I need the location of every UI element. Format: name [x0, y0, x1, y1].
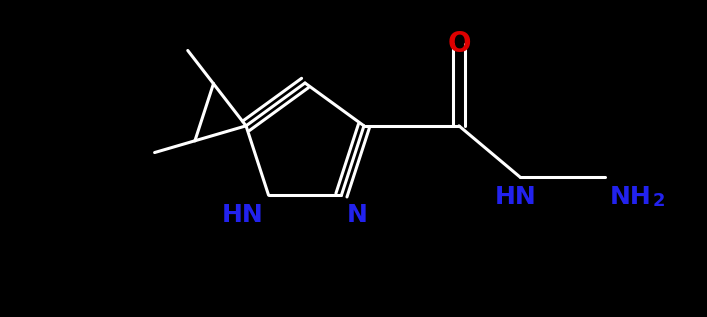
Text: O: O	[448, 30, 471, 58]
Text: 2: 2	[653, 192, 665, 210]
Text: N: N	[346, 203, 368, 227]
Text: NH: NH	[610, 185, 652, 209]
Text: HN: HN	[494, 185, 536, 209]
Text: HN: HN	[222, 203, 264, 227]
